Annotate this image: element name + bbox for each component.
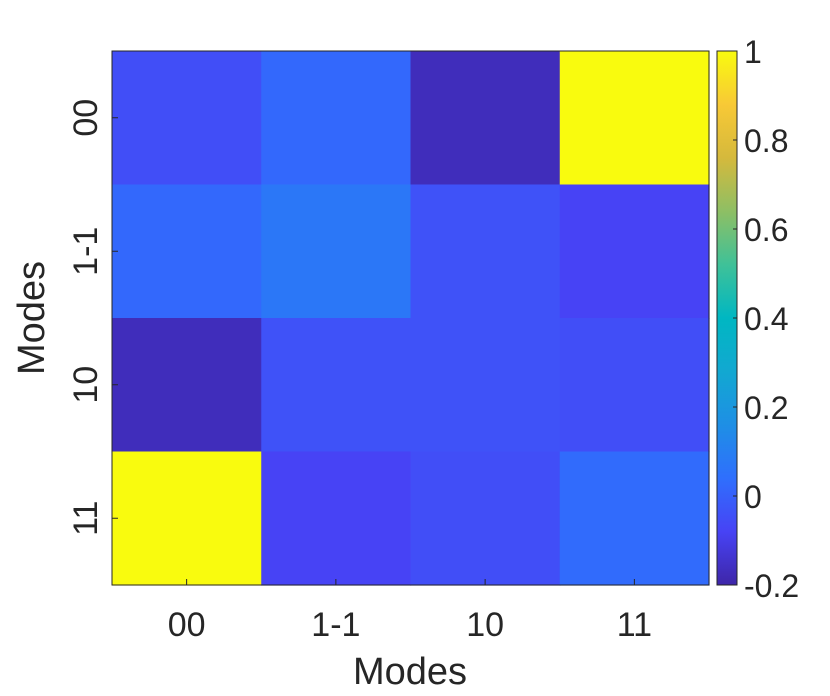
- x-axis-label: Modes: [353, 651, 467, 693]
- heatmap-cells: [112, 51, 710, 586]
- heatmap-cell: [410, 184, 561, 319]
- heatmap-cell: [410, 451, 561, 586]
- colorbar-tick-label: 0: [744, 479, 762, 515]
- heatmap-cell: [559, 451, 710, 586]
- heatmap-cell: [112, 451, 262, 586]
- heatmap-cell: [559, 318, 710, 453]
- colorbar-tick-label: 0.6: [744, 212, 788, 248]
- x-tick-label: 1-1: [311, 606, 360, 644]
- heatmap-cell: [410, 51, 561, 186]
- plot-frame: [111, 50, 710, 586]
- x-tick-label: 00: [168, 606, 206, 644]
- heatmap-cell: [559, 184, 710, 319]
- heatmap-cell: [261, 51, 412, 186]
- heatmap-cell: [112, 184, 262, 319]
- colorbar-tick-label: 0.8: [744, 123, 788, 159]
- x-tick-label: 10: [466, 606, 504, 644]
- colorbar-tick-label: -0.2: [744, 568, 799, 604]
- heatmap-cell: [261, 451, 412, 586]
- colorbar-tick-label: 0.2: [744, 390, 788, 426]
- x-tick-label: 11: [617, 606, 652, 644]
- heatmap-cell: [410, 318, 561, 453]
- y-tick-label: 11: [67, 501, 105, 536]
- colorbar-tick-label: 0.4: [744, 301, 788, 337]
- y-tick-label: 00: [67, 99, 105, 137]
- heatmap-cell: [112, 318, 262, 453]
- y-axis-label: Modes: [11, 261, 53, 375]
- colorbar-ticks: -0.2 0 0.2 0.4 0.6 0.8 1: [733, 34, 799, 604]
- y-tick-labels: 00 1-1 10 11: [67, 99, 118, 536]
- x-tick-labels: 00 1-1 10 11: [168, 579, 652, 644]
- heatmap-cell: [261, 184, 412, 319]
- heatmap-cell: [112, 51, 262, 186]
- colorbar-tick-label: 1: [744, 34, 762, 70]
- heatmap-cell: [559, 51, 710, 186]
- heatmap-cell: [261, 318, 412, 453]
- y-tick-label: 1-1: [67, 227, 105, 276]
- y-tick-label: 10: [67, 366, 105, 404]
